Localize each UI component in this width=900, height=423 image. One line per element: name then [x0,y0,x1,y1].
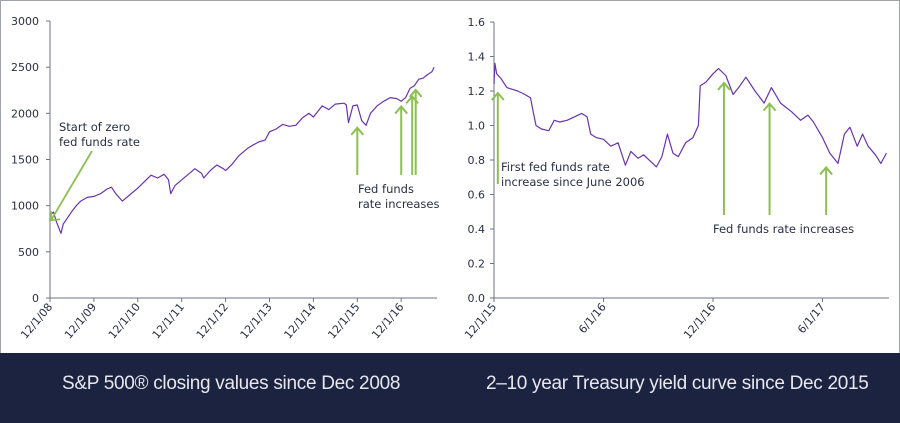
rate-increase-arrow [762,102,777,215]
y-tick-label: 1000 [11,200,39,213]
caption-bar: S&P 500® closing values since Dec 2008 2… [0,353,900,423]
y-tick-label: 1.0 [468,120,486,133]
annotation-rate-increases: Fed funds rate increases [713,222,854,236]
rate-increase-arrow [350,126,365,175]
x-tick-label: 12/1/08 [18,301,55,342]
annotation-rate-increases-line1: Fed funds [358,182,414,196]
y-tick-label: 0.6 [468,189,486,202]
y-tick-label: 2000 [11,107,39,120]
y-tick-label: 2500 [11,61,39,74]
y-tick-label: 0 [32,292,39,305]
rate-increase-arrow [717,81,731,215]
y-tick-label: 1.6 [468,16,486,29]
x-tick-label: 12/1/11 [150,301,187,342]
rate-increase-arrow [819,165,833,215]
x-tick-label: 12/1/16 [681,301,718,342]
annotation-zero-rate-line2: fed funds rate [59,135,140,149]
x-tick-label: 6/1/16 [576,301,609,336]
caption-yield-curve: 2–10 year Treasury yield curve since Dec… [486,373,869,394]
annotation-first-increase-line2: increase since June 2006 [501,175,645,189]
x-tick-label: 12/1/12 [194,301,231,342]
first-increase-arrow [491,91,505,184]
x-tick-label: 12/1/15 [325,301,362,342]
y-tick-label: 1.4 [468,51,486,64]
y-tick-label: 500 [18,246,39,259]
y-tick-label: 0.8 [468,154,486,167]
x-tick-label: 12/1/13 [238,301,275,342]
yield-curve-chart: 0.0 0.2 0.4 0.6 0.8 1.0 1.2 1.4 1.6 12/1/15 6/1/1… [462,16,889,342]
annotation-first-increase-line1: First fed funds rate [501,160,610,174]
sp500-series-line [49,66,435,234]
x-tick-label: 12/1/10 [106,301,143,342]
rate-increase-arrow [408,88,423,175]
yield-series-line [493,62,887,168]
rate-increase-arrow [394,105,408,175]
y-tick-label: 1.2 [468,85,486,98]
annotation-rate-increases-line2: rate increases [358,197,439,211]
annotation-zero-rate-line1: Start of zero [59,120,130,134]
x-tick-label: 12/1/09 [62,301,99,342]
zero-rate-arrow [50,150,93,222]
x-tick-label: 6/1/17 [795,301,828,336]
caption-sp500: S&P 500® closing values since Dec 2008 [62,373,401,394]
y-tick-label: 1500 [11,154,39,167]
y-tick-label: 0.4 [468,223,486,236]
y-tick-label: 0.2 [468,258,486,271]
charts-panel: 0 500 1000 1500 2000 2500 3000 12/1/08 12/1/09 1… [0,0,900,353]
x-tick-label: 12/1/16 [369,301,406,342]
y-tick-label: 0.0 [468,292,486,305]
x-tick-label: 12/1/15 [462,301,499,342]
y-tick-label: 3000 [11,15,39,28]
x-tick-label: 12/1/14 [281,301,318,342]
